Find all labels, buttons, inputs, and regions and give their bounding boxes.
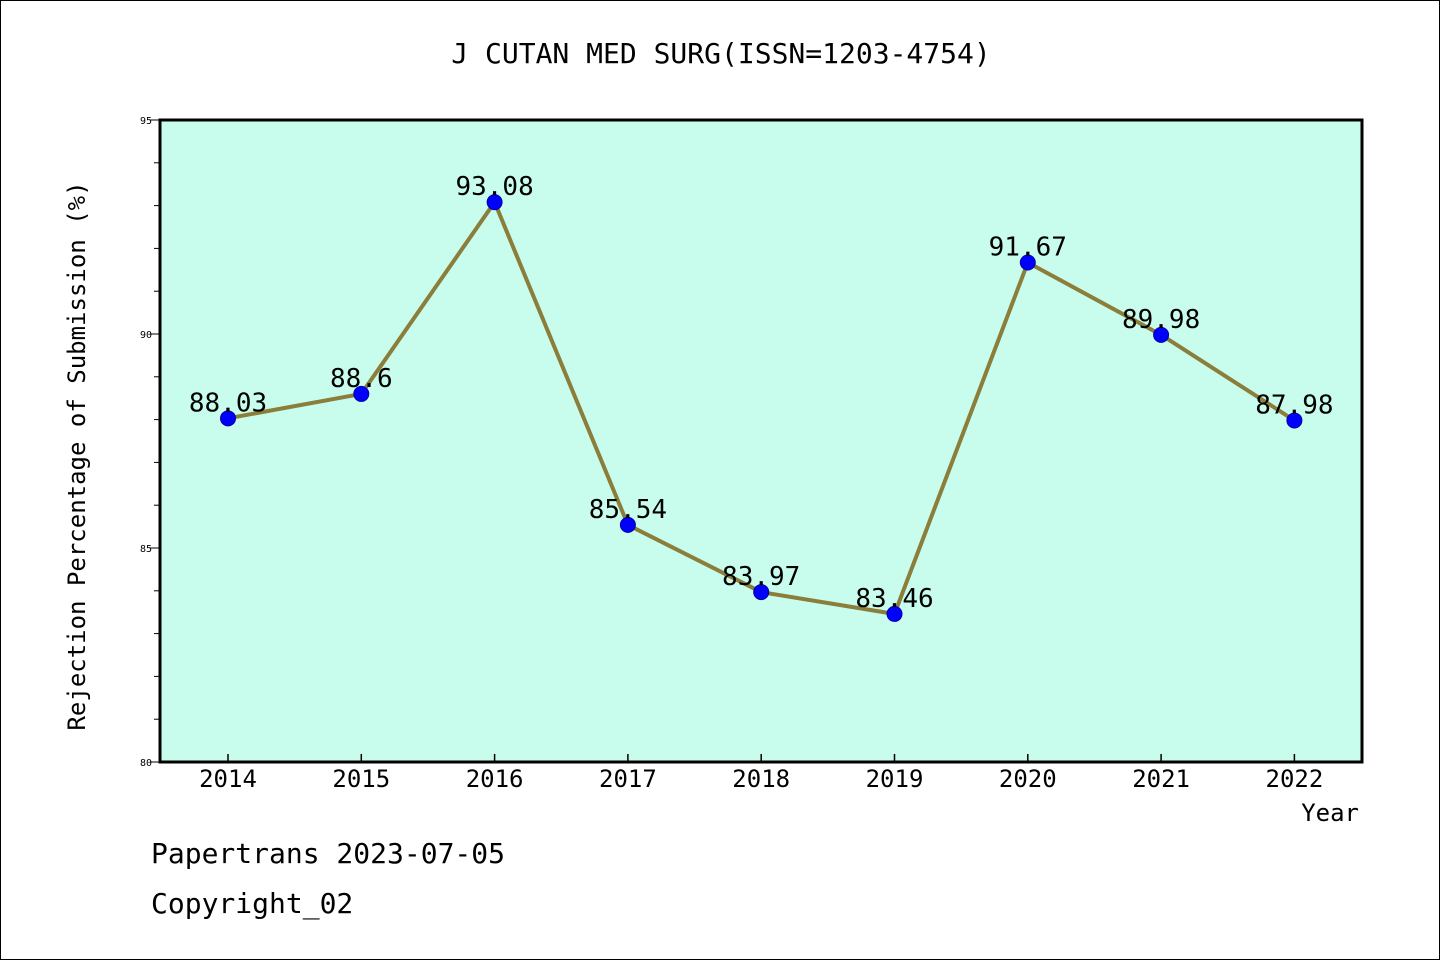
data-point — [619, 516, 636, 533]
plot-border — [158, 118, 1364, 764]
data-point — [1286, 412, 1303, 429]
data-label: 85.54 — [589, 495, 667, 525]
x-tick-label: 2017 — [599, 765, 657, 793]
y-tick-label: 90 — [140, 330, 152, 341]
y-tick-label: 95 — [140, 116, 152, 127]
y-tick-label: 80 — [140, 758, 152, 769]
x-tick-label: 2015 — [332, 765, 390, 793]
x-tick-label: 2020 — [999, 765, 1057, 793]
data-label: 83.97 — [722, 562, 800, 592]
plot-area — [160, 120, 1362, 762]
data-point — [753, 584, 770, 601]
data-label: 88.6 — [330, 364, 393, 394]
data-point — [886, 605, 903, 622]
data-point — [353, 385, 370, 402]
data-label: 88.03 — [189, 388, 267, 418]
data-point — [486, 194, 503, 211]
data-point — [1019, 254, 1036, 271]
footer-source: Papertrans 2023-07-05 — [151, 837, 506, 870]
x-axis-label: Year — [1301, 799, 1359, 827]
series-markers — [220, 194, 1303, 622]
y-axis-ticks: 80 85 90 95 — [140, 116, 160, 769]
data-label: 83.46 — [855, 584, 933, 614]
data-labels: 88.03 88.6 93.08 85.54 83.97 83.46 91.67 89.98 8… — [189, 172, 1334, 614]
x-tick-label: 2016 — [466, 765, 524, 793]
data-label: 91.67 — [989, 233, 1067, 263]
data-label: 93.08 — [455, 172, 533, 202]
x-tick-label: 2022 — [1266, 765, 1324, 793]
x-tick-label: 2019 — [866, 765, 924, 793]
y-axis-label: Rejection Percentage of Submission (%) — [63, 181, 91, 730]
chart-title: J CUTAN MED SURG(ISSN=1203-4754) — [451, 37, 991, 70]
y-tick-label: 85 — [140, 544, 152, 555]
x-tick-label: 2021 — [1132, 765, 1190, 793]
data-label: 87.98 — [1255, 390, 1333, 420]
x-axis-ticks: 2014 2015 2016 2017 2018 2019 2020 2021 2022 — [199, 754, 1323, 793]
data-point — [220, 410, 236, 427]
data-label: 89.98 — [1122, 305, 1200, 335]
x-tick-label: 2014 — [199, 765, 257, 793]
footer-copyright: Copyright_02 — [151, 887, 354, 920]
data-point — [1153, 326, 1170, 343]
x-tick-label: 2018 — [732, 765, 790, 793]
